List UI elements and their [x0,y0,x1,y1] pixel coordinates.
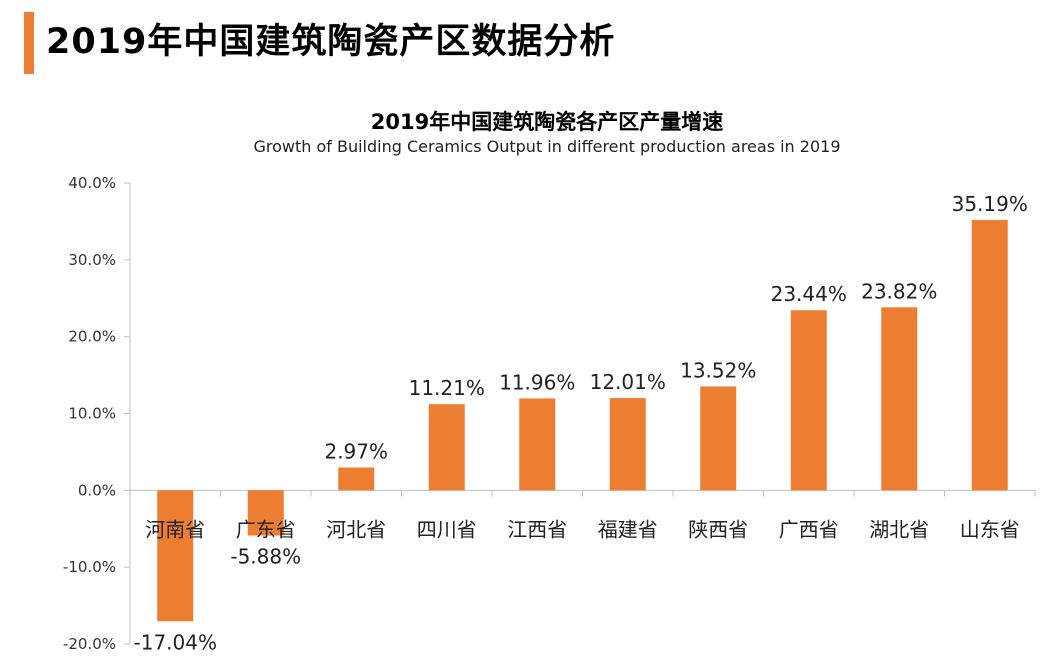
category-label: 四川省 [417,517,477,541]
bar [247,490,284,536]
category-label: 河北省 [326,517,386,541]
bar [881,307,918,491]
data-label: 23.44% [771,282,847,306]
bar [338,467,375,491]
category-label: 山东省 [960,517,1020,541]
y-tick-label: -20.0% [63,635,116,653]
bar [700,386,737,491]
data-label: 2.97% [324,440,388,464]
page-title: 2019年中国建筑陶瓷产区数据分析 [46,22,616,62]
data-label: 12.01% [590,370,666,394]
data-label: -17.04% [134,630,217,654]
chart-title: 2019年中国建筑陶瓷各产区产量增速 [370,110,724,134]
category-label: 陕西省 [688,517,748,541]
y-tick-label: 0.0% [78,481,116,499]
data-label: 13.52% [680,358,756,382]
y-tick-label: 30.0% [68,251,116,269]
y-tick-label: 40.0% [68,174,116,192]
y-tick-label: 20.0% [68,328,116,346]
category-label: 广东省 [236,517,296,541]
data-label: 11.96% [499,370,575,394]
bar [157,490,194,622]
bar [971,219,1008,491]
bar [428,404,465,491]
data-label: -5.88% [230,545,301,569]
data-label: 11.21% [409,376,485,400]
y-tick-label: -10.0% [63,558,116,576]
bar [519,398,556,491]
category-label: 广西省 [779,517,839,541]
category-label: 湖北省 [869,517,929,541]
chart-subtitle: Growth of Building Ceramics Output in di… [253,137,841,156]
bar [790,310,827,491]
category-label: 江西省 [507,517,567,541]
bar [609,398,646,491]
title-accent-bar [24,12,34,74]
category-label: 福建省 [598,517,658,541]
data-label: 23.82% [861,279,937,303]
data-label: 35.19% [952,192,1028,216]
category-label: 河南省 [145,517,205,541]
y-tick-label: 10.0% [68,405,116,423]
